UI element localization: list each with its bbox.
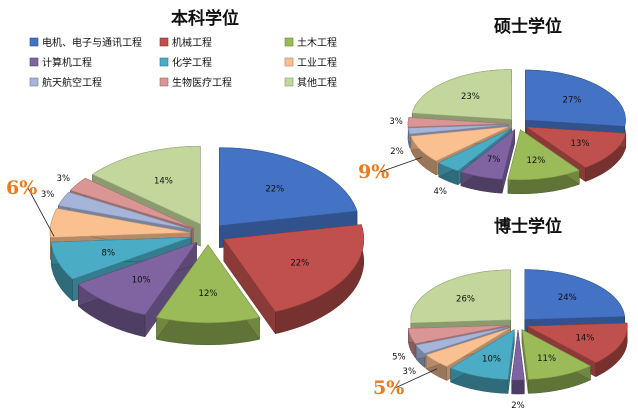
- pie-slice: [449, 329, 515, 380]
- pie-slice: [507, 129, 580, 181]
- legend-swatch: [284, 57, 294, 67]
- chart-title-master: 硕士学位: [494, 16, 562, 37]
- legend-swatch: [29, 77, 39, 87]
- legend-label: 机械工程: [172, 36, 212, 49]
- legend-label: 电机、电子与通讯工程: [42, 36, 142, 49]
- legend-label: 土木工程: [297, 36, 337, 49]
- data-label: 26%: [456, 295, 475, 305]
- legend-label: 工业工程: [297, 57, 337, 69]
- data-label: 3%: [389, 117, 403, 127]
- pie-slice: [521, 328, 592, 380]
- pie-slice: [408, 325, 509, 345]
- callout-leader: [379, 156, 422, 173]
- legend-swatch: [284, 37, 294, 47]
- pie-slice: [525, 69, 626, 127]
- data-label: 3%: [57, 174, 71, 184]
- pie-slice: [525, 126, 627, 168]
- legend-label: 航天航空工程: [42, 76, 102, 89]
- legend-swatch: [29, 57, 39, 67]
- callout-leader: [27, 187, 55, 237]
- pie-slice: [91, 145, 201, 225]
- pie-slice: [415, 326, 510, 354]
- data-label: 5%: [392, 353, 406, 363]
- data-label: 3%: [41, 190, 55, 200]
- data-label: 13%: [571, 139, 590, 149]
- legend-label: 其他工程: [297, 76, 337, 89]
- data-label: 8%: [102, 248, 116, 258]
- data-label: 4%: [433, 187, 447, 197]
- data-label: 14%: [575, 334, 594, 344]
- data-label: 7%: [487, 155, 501, 165]
- legend-swatch: [159, 77, 169, 87]
- pie-slice: [410, 269, 511, 324]
- data-label: 12%: [199, 289, 218, 299]
- pie-slice: [49, 208, 191, 238]
- pie-slice-wall: [511, 379, 525, 395]
- pie-slice: [411, 69, 512, 120]
- data-label: 27%: [563, 96, 582, 106]
- pie-slice: [460, 128, 516, 180]
- data-label: 10%: [482, 354, 501, 364]
- data-label: 22%: [290, 259, 309, 269]
- pie-slice: [219, 147, 358, 227]
- pie-slice: [408, 124, 509, 135]
- data-label: 2%: [390, 147, 404, 157]
- pie-doctor: 24%14%11%2%10%5%3%5%26%: [373, 269, 628, 411]
- legend-label: 计算机工程: [42, 56, 92, 69]
- pie-slice: [524, 269, 625, 320]
- pie-slice: [410, 126, 510, 162]
- pie-bachelor: 22% 22% 12% 10% 8% 6% 3%3% 14%: [6, 145, 365, 346]
- pie-slice: [50, 237, 192, 280]
- legend-swatch: [159, 57, 169, 67]
- callout-label: 5%: [373, 377, 404, 399]
- data-label: 22%: [265, 184, 284, 194]
- data-label: 24%: [558, 293, 577, 303]
- pie-slice: [223, 224, 365, 313]
- chart-title-doctor: 博士学位: [494, 216, 562, 237]
- legend-swatch: [159, 37, 169, 47]
- data-label: 2%: [511, 401, 525, 411]
- callout-label: 9%: [358, 161, 389, 183]
- legend-label: 生物医疗工程: [172, 76, 232, 89]
- pie-slice: [407, 117, 509, 128]
- data-label: 14%: [154, 177, 173, 187]
- chart-title-bachelor: 本科学位: [171, 8, 239, 29]
- data-label: 23%: [461, 92, 480, 102]
- callout-label: 6%: [6, 177, 37, 199]
- pie-slice: [57, 191, 192, 230]
- legend-swatch: [284, 77, 294, 87]
- data-label: 12%: [526, 156, 545, 166]
- pie-slice: [69, 177, 194, 229]
- pie-slice: [437, 128, 512, 172]
- pie-slice: [526, 322, 628, 364]
- data-label: 11%: [537, 354, 556, 364]
- legend-label: 化学工程: [172, 56, 212, 69]
- pie-master: 27% 13% 12% 7% 4% 9%2% 3% 23%: [358, 69, 627, 197]
- pie-slice: [511, 329, 525, 381]
- legend-swatch: [29, 37, 39, 47]
- pie-slice: [77, 241, 198, 316]
- pie-slice: [155, 244, 261, 324]
- callout-leader: [394, 368, 438, 389]
- data-label: 10%: [132, 276, 151, 286]
- data-label: 3%: [403, 367, 417, 377]
- pie-slice: [425, 327, 511, 367]
